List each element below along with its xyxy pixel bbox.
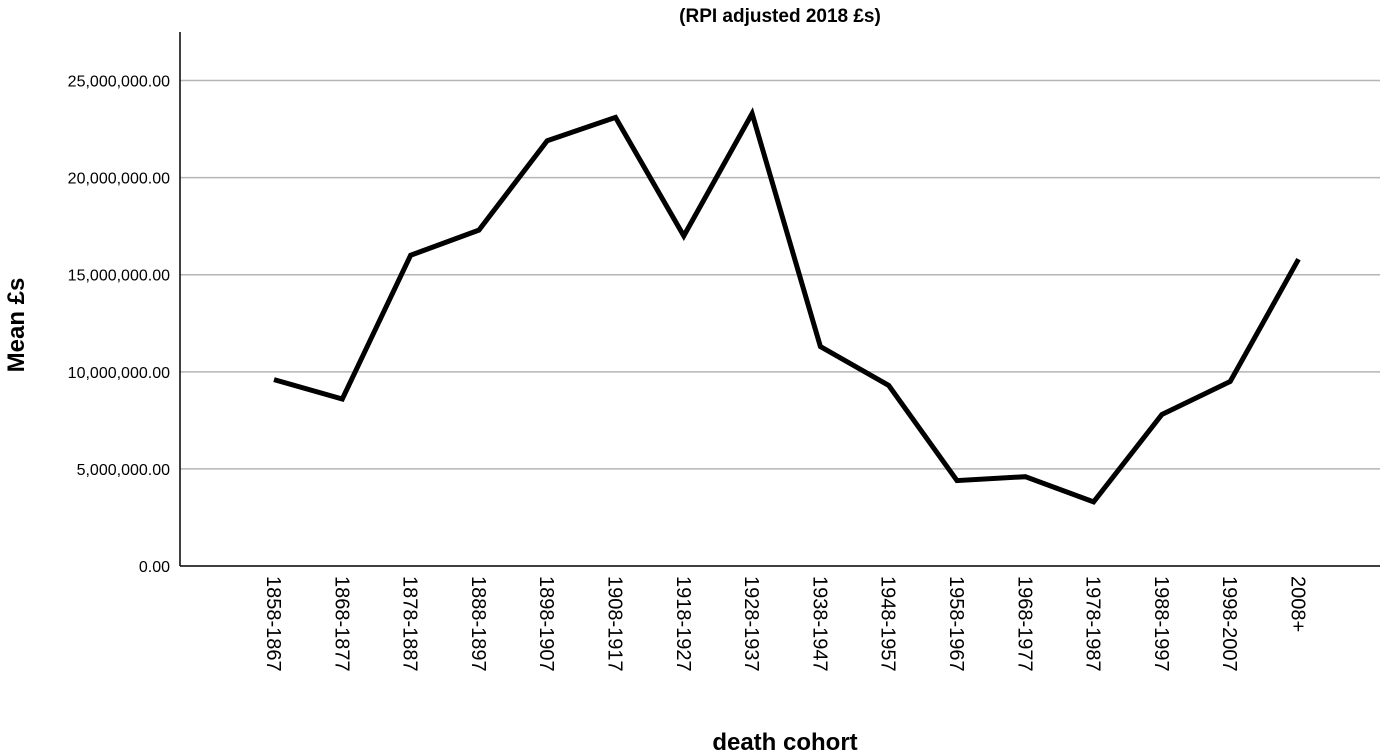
x-tick-label: 1998-2007 bbox=[1218, 576, 1240, 672]
gridlines bbox=[180, 79, 1380, 470]
x-tick-label: 1888-1897 bbox=[467, 576, 489, 672]
x-tick-label: 1908-1917 bbox=[604, 576, 626, 672]
x-tick-label: 1878-1887 bbox=[399, 576, 421, 672]
y-tick-label: 15,000,000.00 bbox=[68, 268, 170, 285]
x-tick-label: 1958-1967 bbox=[945, 576, 967, 672]
x-tick-label: 2008+ bbox=[1287, 576, 1309, 632]
series-line bbox=[273, 107, 1301, 505]
axes bbox=[179, 32, 1380, 567]
y-tick-label: 25,000,000.00 bbox=[68, 74, 170, 91]
x-tick-label: 1948-1957 bbox=[877, 576, 899, 672]
x-tick-label: 1898-1907 bbox=[535, 576, 557, 672]
x-axis-label: death cohort bbox=[712, 729, 857, 755]
y-tick-label: 20,000,000.00 bbox=[68, 171, 170, 188]
x-tick-label: 1868-1877 bbox=[330, 576, 352, 672]
y-tick-label: 10,000,000.00 bbox=[68, 365, 170, 382]
x-tick-label: 1988-1997 bbox=[1150, 576, 1172, 672]
series-layer bbox=[273, 107, 1301, 505]
x-tick-label: 1858-1867 bbox=[262, 576, 284, 672]
y-tick-label: 5,000,000.00 bbox=[77, 462, 171, 479]
x-tick-labels: 1858-1867 1868-1877 1878-1887 1888-1897 1898… bbox=[262, 576, 1309, 672]
x-tick-label: 1928-1937 bbox=[740, 576, 762, 672]
x-tick-label: 1968-1977 bbox=[1013, 576, 1035, 672]
x-tick-label: 1978-1987 bbox=[1082, 576, 1104, 672]
y-axis-label: Mean £s bbox=[3, 278, 30, 373]
chart-title: (RPI adjusted 2018 £s) bbox=[679, 6, 881, 27]
x-tick-label: 1918-1927 bbox=[672, 576, 694, 672]
y-tick-labels: 0.00 5,000,000.00 10,000,000.00 15,000,000.… bbox=[68, 74, 170, 576]
x-tick-label: 1938-1947 bbox=[808, 576, 830, 672]
y-tick-label: 0.00 bbox=[139, 559, 170, 576]
